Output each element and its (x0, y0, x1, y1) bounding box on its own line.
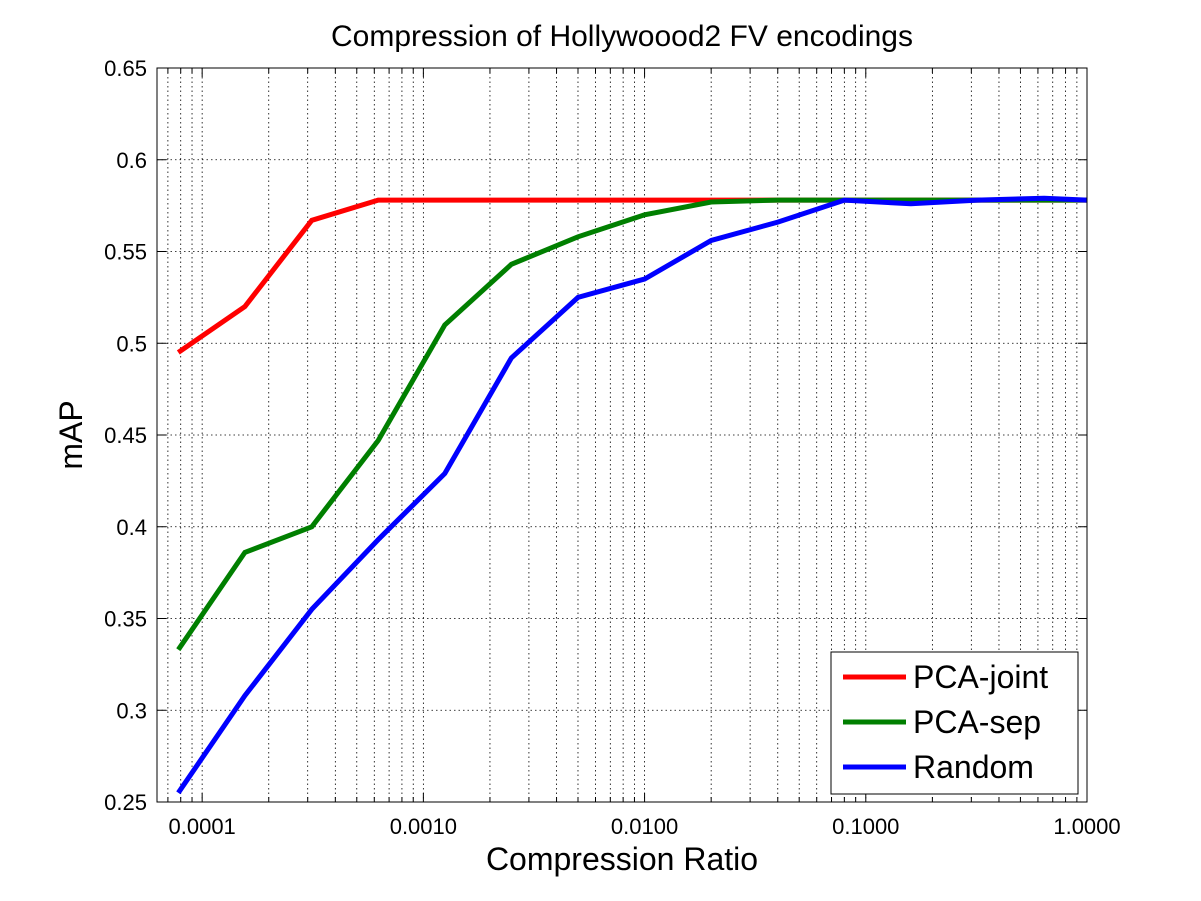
y-tick-label: 0.65 (104, 56, 147, 81)
legend-label-random: Random (913, 749, 1034, 785)
y-tick-label: 0.5 (116, 331, 147, 356)
y-axis-title: mAP (53, 400, 89, 469)
x-tick-label: 0.0001 (169, 814, 236, 839)
y-tick-label: 0.4 (116, 515, 147, 540)
x-tick-label: 0.0010 (390, 814, 457, 839)
y-tick-label: 0.35 (104, 607, 147, 632)
x-tick-label: 0.1000 (832, 814, 899, 839)
series-lines (176, 195, 1088, 795)
grid-lines (157, 68, 1087, 802)
axis-ticks: 0.25 0.3 0.35 0.4 0.45 0.5 0.55 0.6 0.65 0.0001 0.… (104, 56, 1120, 839)
y-tick-label: 0.45 (104, 423, 147, 448)
legend-label-pca-sep: PCA-sep (913, 704, 1041, 740)
y-tick-label: 0.3 (116, 698, 147, 723)
x-tick-label: 1.0000 (1053, 814, 1120, 839)
legend-label-pca-joint: PCA-joint (913, 659, 1048, 695)
series-line-random (176, 195, 1088, 795)
legend: PCA-joint PCA-sep Random (830, 651, 1079, 795)
chart-title: Compression of Hollywoood2 FV encodings (331, 20, 913, 53)
x-axis-title: Compression Ratio (486, 841, 758, 877)
y-tick-label: 0.6 (116, 148, 147, 173)
y-tick-label: 0.55 (104, 240, 147, 265)
y-tick-label: 0.25 (104, 790, 147, 815)
x-tick-label: 0.0100 (611, 814, 678, 839)
